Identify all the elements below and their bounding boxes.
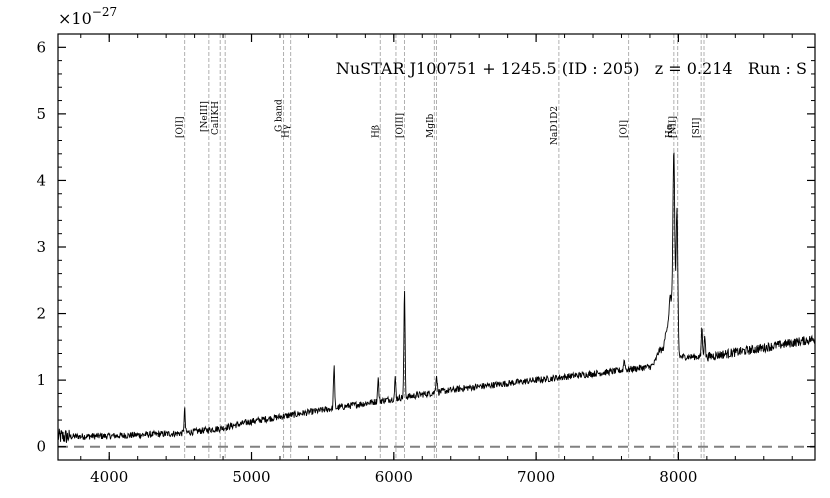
y-multiplier-exponent: −27	[92, 5, 117, 19]
chart-title: NuSTAR J100751 + 1245.5 (ID : 205) z = 0…	[336, 59, 807, 78]
x-tick-label-3: 7000	[517, 468, 555, 486]
y-tick-label-0: 0	[36, 438, 46, 456]
spectrum-series	[57, 152, 816, 443]
line-label-2: CaIIKH	[211, 101, 221, 135]
y-tick-label-4: 4	[36, 171, 46, 189]
y-tick-labels: 0 1 2 3 4 5 6	[36, 38, 46, 455]
spectrum-line	[57, 152, 816, 443]
x-tick-label-1: 5000	[232, 468, 270, 486]
y-tick-label-2: 2	[36, 305, 46, 323]
x-tick-label-4: 8000	[659, 468, 697, 486]
line-label-10: Hα	[665, 124, 675, 138]
svg-text:×10−27: ×10−27	[58, 5, 117, 28]
line-label-11: [NII]	[669, 116, 679, 138]
x-tick-labels: 4000 5000 6000 7000 8000	[90, 468, 697, 486]
line-label-0: [OII]	[176, 116, 186, 138]
line-label-5: Hβ	[371, 125, 381, 138]
axis-ticks	[58, 34, 815, 461]
line-label-3: G band	[275, 99, 285, 132]
line-label-4: Hγ	[282, 125, 292, 138]
line-label-6: [OIII]	[395, 113, 405, 138]
y-multiplier-base: ×10	[58, 9, 92, 28]
line-label-1: [NeIII]	[200, 101, 210, 132]
x-tick-label-0: 4000	[90, 468, 128, 486]
y-tick-label-3: 3	[36, 238, 46, 256]
y-tick-label-6: 6	[36, 38, 46, 56]
y-tick-label-1: 1	[36, 371, 46, 389]
line-label-9: [OI]	[620, 120, 630, 138]
y-axis-multiplier: ×10−27	[58, 5, 117, 28]
x-tick-label-2: 6000	[375, 468, 413, 486]
y-tick-label-5: 5	[36, 105, 46, 123]
line-label-8: NaD1D2	[550, 106, 560, 145]
line-label-7: MgIb	[426, 113, 436, 138]
line-label-12: [SII]	[692, 118, 702, 138]
